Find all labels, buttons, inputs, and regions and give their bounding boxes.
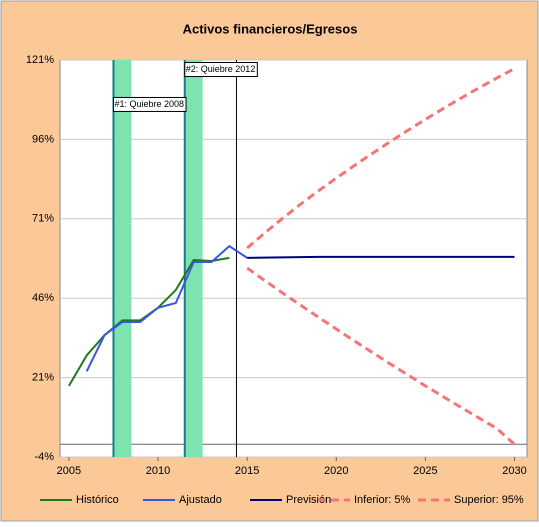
- annotation-box: [112, 96, 187, 112]
- x-tick-label: 2030: [502, 465, 526, 477]
- legend-label: Ajustado: [179, 494, 222, 506]
- series-line: [247, 255, 515, 259]
- break-band: [113, 60, 132, 457]
- chart-title: Activos financieros/Egresos: [183, 21, 358, 36]
- break-band: [184, 60, 203, 457]
- y-tick-label: 121%: [26, 54, 54, 66]
- annotation-box: [184, 62, 258, 78]
- x-tick-label: 2025: [413, 465, 437, 477]
- series-line: [246, 266, 516, 446]
- y-tick-label: -4%: [34, 451, 54, 463]
- series-line: [85, 244, 248, 372]
- annotation: #1: Quiebre 2008: [114, 99, 184, 109]
- x-tick-label: 2010: [146, 465, 170, 477]
- y-tick-label: 71%: [32, 213, 54, 225]
- y-tick-label: 21%: [32, 372, 54, 384]
- y-tick-label: 46%: [32, 292, 54, 304]
- x-tick-label: 2015: [235, 465, 259, 477]
- x-tick-label: 2020: [324, 465, 348, 477]
- series-line: [246, 67, 516, 250]
- y-tick-label: 96%: [32, 133, 54, 145]
- legend-label: Previsión: [286, 494, 331, 506]
- legend-label: Inferior: 5%: [354, 494, 410, 506]
- legend-label: Superior: 95%: [454, 494, 524, 506]
- annotation: #2: Quiebre 2012: [186, 64, 256, 74]
- plot-area: [59, 59, 528, 458]
- legend-label: Histórico: [76, 494, 119, 506]
- x-tick-label: 2005: [57, 465, 81, 477]
